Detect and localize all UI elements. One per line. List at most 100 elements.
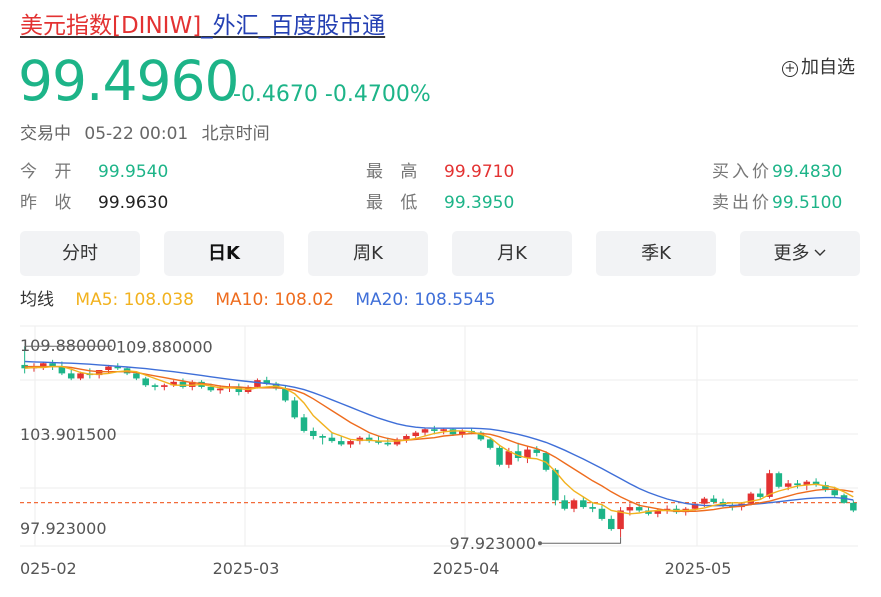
- tab-daily-k[interactable]: 日K: [164, 231, 284, 276]
- candle: [561, 500, 568, 509]
- candle: [812, 481, 820, 486]
- candle: [337, 441, 345, 445]
- add-favorite-button[interactable]: + 加自选: [782, 56, 855, 80]
- candle: [179, 381, 187, 387]
- quote-prev-close: 昨 收 99.9630: [20, 191, 168, 215]
- ask-label: 卖出价: [712, 193, 772, 213]
- candle: [533, 449, 541, 453]
- candle: [459, 430, 466, 435]
- candle: [207, 386, 215, 391]
- candle: [496, 447, 503, 465]
- ma5-line: [24, 365, 854, 515]
- candle: [291, 400, 298, 418]
- candle: [645, 510, 652, 514]
- ma20-legend: MA20: 108.5545: [355, 290, 496, 310]
- candle: [403, 436, 410, 440]
- tab-more[interactable]: 更多: [740, 231, 860, 276]
- candle: [756, 493, 764, 497]
- ask-value: 99.5100: [772, 193, 843, 213]
- x-tick-label: 2025-03: [213, 559, 280, 578]
- candle: [449, 429, 457, 435]
- candle: [310, 430, 317, 436]
- tab-intraday[interactable]: 分时: [20, 231, 140, 276]
- candle: [67, 373, 75, 379]
- candle: [775, 473, 783, 487]
- title-name[interactable]: 美元指数: [20, 13, 112, 39]
- prev-close-label: 昨 收: [20, 193, 78, 213]
- tab-more-label: 更多: [773, 243, 810, 264]
- candle: [263, 380, 271, 384]
- candle: [216, 388, 224, 391]
- candle: [393, 439, 401, 445]
- candle: [347, 441, 354, 445]
- candle: [40, 363, 47, 367]
- add-favorite-label: 加自选: [801, 57, 855, 78]
- low-label: 最 低: [366, 193, 424, 213]
- candle: [542, 452, 550, 470]
- change-percent: -0.4700%: [324, 82, 431, 107]
- min-marker-line: [540, 537, 622, 544]
- x-tick-label: 2025-05: [665, 559, 732, 578]
- candle: [850, 502, 857, 511]
- candle: [617, 510, 624, 530]
- candle: [524, 449, 531, 458]
- status-timezone: 北京时间: [201, 124, 270, 144]
- bid-label: 买入价: [712, 162, 772, 182]
- chevron-down-icon: [814, 249, 825, 256]
- kline-chart[interactable]: 109.880000 103.901500 97.923000 109.880000 9…: [0, 318, 881, 597]
- x-tick-label: 2025-04: [433, 559, 500, 578]
- open-label: 今 开: [20, 162, 78, 182]
- candle: [589, 507, 596, 509]
- candle: [365, 437, 373, 442]
- candle: [626, 507, 634, 511]
- quote-bid: 买入价99.4830: [712, 160, 842, 184]
- high-value: 99.9710: [444, 162, 515, 182]
- candle: [49, 363, 56, 367]
- candle: [654, 510, 662, 514]
- y-tick-label: 109.880000: [20, 336, 117, 355]
- candle: [570, 500, 578, 509]
- quote-open: 今 开 99.9540: [20, 160, 168, 184]
- candle: [486, 439, 494, 448]
- candle: [831, 490, 838, 496]
- trade-status: 交易中 05-22 00:01 北京时间: [20, 122, 278, 146]
- y-tick-label: 97.923000: [20, 519, 107, 538]
- candle: [319, 436, 326, 438]
- y-tick-label: 103.901500: [20, 425, 117, 444]
- candle: [598, 508, 606, 519]
- candle: [328, 437, 336, 442]
- quote-high: 最 高 99.9710: [366, 160, 514, 184]
- ma10-line: [24, 365, 854, 513]
- candle: [375, 441, 382, 443]
- current-price: 99.4960: [18, 49, 239, 113]
- candle: [505, 451, 513, 465]
- candle: [58, 366, 66, 374]
- tab-monthly-k[interactable]: 月K: [452, 231, 572, 276]
- candle: [142, 378, 149, 386]
- bid-value: 99.4830: [772, 162, 843, 182]
- candle: [766, 473, 773, 497]
- candle: [840, 495, 848, 503]
- title-code[interactable]: [DINIW]: [112, 13, 202, 39]
- candle: [663, 508, 671, 511]
- change-value: -0.4670: [233, 82, 318, 107]
- tab-quarterly-k[interactable]: 季K: [596, 231, 716, 276]
- candle: [412, 432, 419, 436]
- candle: [300, 417, 308, 431]
- candle: [729, 505, 736, 508]
- status-text: 交易中: [20, 124, 71, 144]
- ma-legend: 均线 MA5: 108.038 MA10: 108.02 MA20: 108.5…: [20, 288, 512, 312]
- title-suffix[interactable]: _外汇_百度股市通: [201, 13, 386, 39]
- candle: [635, 507, 643, 511]
- candle: [188, 381, 196, 387]
- tab-weekly-k[interactable]: 周K: [308, 231, 428, 276]
- candle: [803, 481, 811, 486]
- candle: [170, 381, 177, 386]
- candle: [552, 469, 559, 501]
- quote-ask: 卖出价99.5100: [712, 191, 842, 215]
- page-title[interactable]: 美元指数[DINIW]_外汇_百度股市通: [20, 10, 385, 42]
- candle: [356, 437, 364, 442]
- high-label: 最 高: [366, 162, 424, 182]
- ma5-legend: MA5: 108.038: [75, 290, 194, 310]
- candle: [440, 429, 447, 431]
